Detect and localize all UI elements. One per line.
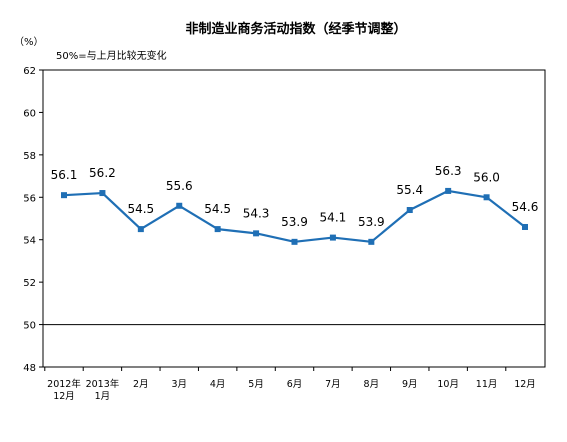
reference-note: 50%=与上月比较无变化 xyxy=(56,49,167,62)
data-label: 56.1 xyxy=(51,168,78,182)
data-label: 53.9 xyxy=(358,215,385,229)
x-tick-label: 12月 xyxy=(53,391,75,402)
x-tick-label: 4月 xyxy=(210,379,226,390)
y-tick-label: 60 xyxy=(23,108,36,119)
y-tick-label: 54 xyxy=(23,236,36,247)
y-tick-label: 50 xyxy=(23,321,36,332)
data-point xyxy=(406,207,413,214)
plot-area xyxy=(42,69,546,368)
data-label: 54.6 xyxy=(512,200,539,214)
data-label: 54.3 xyxy=(243,206,270,220)
x-tick-label: 12月 xyxy=(514,379,536,390)
data-point xyxy=(176,202,183,209)
data-point xyxy=(522,223,528,230)
x-tick-label: 11月 xyxy=(476,379,498,390)
y-tick-label: 56 xyxy=(23,193,36,204)
x-tick-label: 2012年 xyxy=(47,378,81,390)
unit-label: （%） xyxy=(14,36,44,48)
data-point xyxy=(253,230,260,237)
data-label: 56.0 xyxy=(473,170,500,184)
data-point xyxy=(137,226,144,233)
y-tick-label: 58 xyxy=(23,151,36,162)
x-tick-label: 3月 xyxy=(171,379,187,390)
data-label: 56.2 xyxy=(89,166,116,180)
data-point xyxy=(329,234,336,241)
data-point xyxy=(214,226,221,233)
x-tick-label: 1月 xyxy=(95,391,111,402)
x-tick-label: 7月 xyxy=(325,379,341,390)
data-point xyxy=(99,190,106,197)
data-point xyxy=(445,187,452,194)
data-label: 55.6 xyxy=(166,179,193,193)
x-tick-label: 6月 xyxy=(287,379,303,390)
data-label: 54.1 xyxy=(320,211,347,225)
data-label: 54.5 xyxy=(127,202,154,216)
x-tick-label: 2013年 xyxy=(86,378,120,390)
data-point xyxy=(368,238,375,245)
chart-title: 非制造业商务活动指数（经季节调整） xyxy=(185,21,406,37)
y-tick-label: 52 xyxy=(23,278,36,289)
data-label: 53.9 xyxy=(281,215,308,229)
y-tick-label: 62 xyxy=(23,66,36,77)
y-tick-label: 48 xyxy=(23,363,36,374)
x-tick-label: 2月 xyxy=(133,379,149,390)
data-point xyxy=(291,238,298,245)
data-point xyxy=(61,192,67,199)
x-tick-label: 9月 xyxy=(402,379,418,390)
data-point xyxy=(483,194,490,201)
x-tick-label: 8月 xyxy=(364,379,380,390)
data-label: 55.4 xyxy=(396,183,423,197)
data-label: 56.3 xyxy=(435,164,462,178)
data-label: 54.5 xyxy=(204,202,231,216)
x-tick-label: 10月 xyxy=(437,379,459,390)
x-tick-label: 5月 xyxy=(248,379,264,390)
